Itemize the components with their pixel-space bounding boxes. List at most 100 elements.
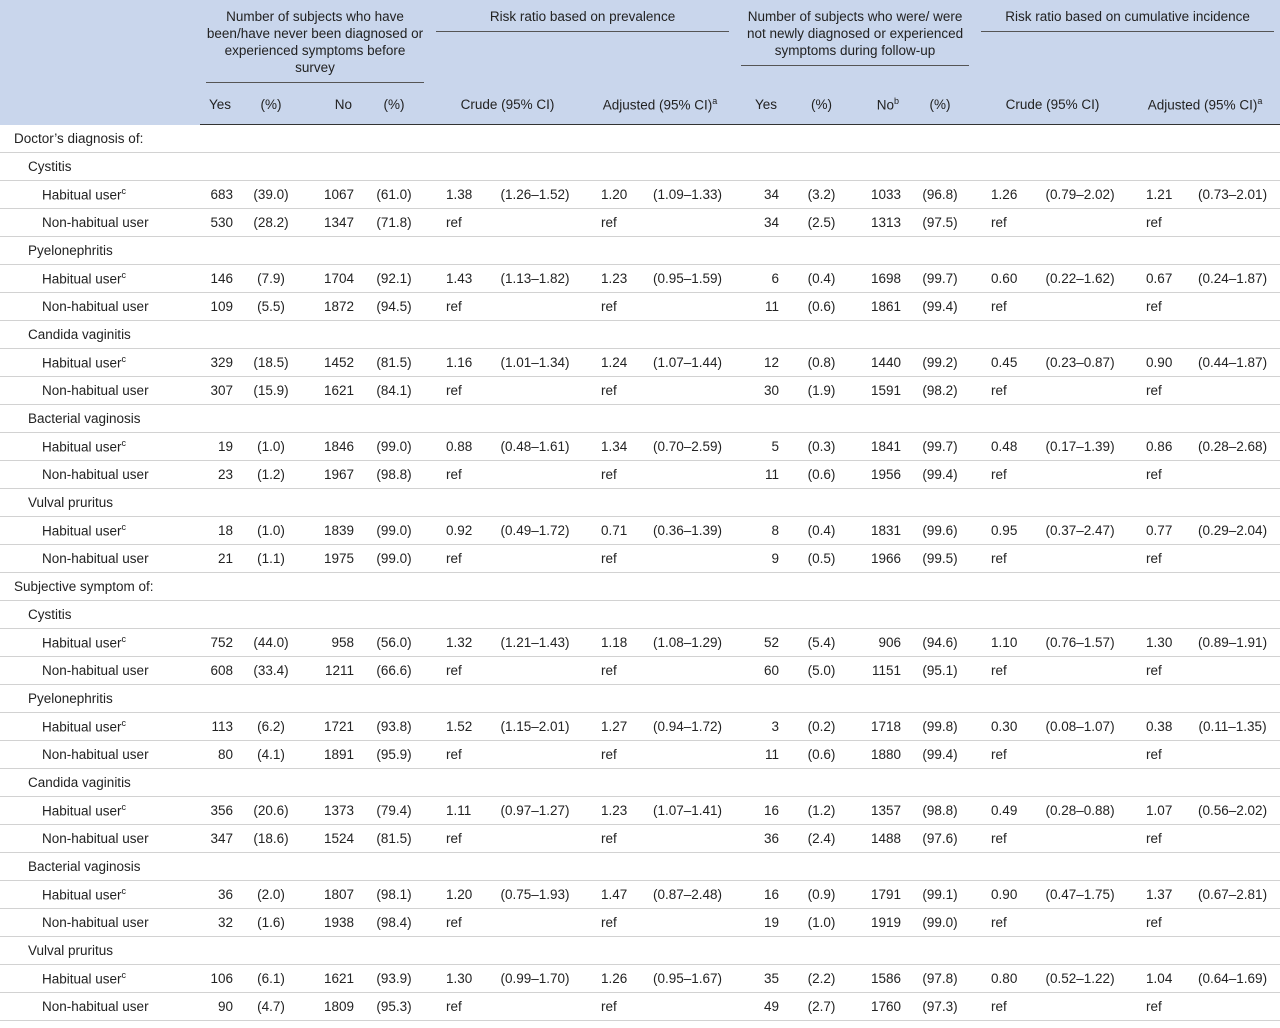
cell-value: 1760	[871, 999, 902, 1014]
data-cell: 0.38	[1130, 712, 1186, 741]
cell-value: 1.34	[601, 439, 628, 454]
row-label-cell: Habitual userc	[0, 712, 200, 741]
data-cell: ref	[1130, 992, 1186, 1021]
data-cell: 1967	[305, 460, 358, 489]
condition-row: Vulval pruritus	[0, 488, 1280, 517]
cell-value: (1.15–2.01)	[500, 719, 570, 734]
data-cell: (99.2)	[905, 348, 976, 377]
cell-value: 1.10	[991, 635, 1018, 650]
cell-value: 1.07	[1146, 803, 1173, 818]
data-cell: 0.30	[975, 712, 1031, 741]
cell-value: 1524	[323, 831, 354, 846]
data-cell: 1.26	[585, 964, 640, 993]
data-cell: (1.07–1.44)	[640, 348, 736, 377]
data-cell: (2.7)	[783, 992, 861, 1021]
data-cell: 307	[200, 376, 237, 405]
data-cell: ref	[1130, 544, 1186, 573]
cell-value: (0.99–1.70)	[500, 971, 570, 986]
data-cell: (2.0)	[237, 880, 305, 909]
data-cell: 1.24	[585, 348, 640, 377]
cell-value: (0.89–1.91)	[1198, 635, 1268, 650]
data-cell: 90	[200, 992, 237, 1021]
data-cell: ref	[430, 824, 485, 853]
data-cell	[1030, 544, 1131, 573]
cell-value: (1.0)	[257, 439, 285, 454]
cell-value: 1.23	[601, 271, 628, 286]
cell-value: 0.90	[1146, 355, 1173, 370]
footnote-mark: c	[121, 970, 127, 981]
data-row: Habitual userc 18 (1.0) 1839 (99.0) 0.92 (0.49…	[0, 516, 1280, 545]
data-cell: 1440	[860, 348, 906, 377]
data-cell: ref	[1130, 376, 1186, 405]
cell-value: 1586	[871, 971, 902, 986]
data-row: Non-habitual user 109 (5.5) 1872 (94.5) ref re…	[0, 292, 1280, 321]
cell-value: ref	[446, 551, 462, 566]
data-cell: (1.6)	[237, 908, 305, 937]
data-cell: (0.5)	[783, 544, 861, 573]
data-cell: 0.90	[975, 880, 1031, 909]
data-cell	[640, 824, 736, 853]
data-cell: 1718	[860, 712, 906, 741]
cell-value: 307	[210, 383, 233, 398]
condition-cell: Cystitis	[0, 600, 1280, 629]
data-cell: (0.29–2.04)	[1185, 516, 1280, 545]
cell-value: 8	[771, 523, 780, 538]
data-cell: ref	[975, 208, 1031, 237]
group-header: Risk ratio based on prevalence	[430, 0, 735, 84]
data-cell: (18.6)	[237, 824, 305, 853]
cell-value: 1966	[871, 551, 902, 566]
footnote-mark: c	[121, 186, 127, 197]
group-title: Risk ratio based on cumulative incidence	[981, 8, 1275, 32]
data-cell: ref	[430, 908, 485, 937]
data-row: Habitual userc 683 (39.0) 1067 (61.0) 1.38 (1.…	[0, 180, 1280, 209]
cell-value: 6	[771, 271, 780, 286]
cell-value: (1.01–1.34)	[500, 355, 570, 370]
data-cell: (1.09–1.33)	[640, 180, 736, 209]
data-cell: (0.48–1.61)	[485, 432, 585, 461]
data-cell: 1975	[305, 544, 358, 573]
row-label: Non-habitual user	[42, 215, 149, 230]
cell-value: 1846	[323, 439, 354, 454]
cell-value: 1.11	[446, 803, 472, 818]
data-cell	[485, 740, 585, 769]
cell-value: 5	[771, 439, 780, 454]
cell-value: (44.0)	[253, 635, 289, 650]
cell-value: 36	[764, 831, 780, 846]
data-cell: (81.5)	[358, 824, 430, 853]
cell-value: (0.29–2.04)	[1198, 523, 1268, 538]
condition-name: Pyelonephritis	[28, 691, 113, 706]
data-cell: (0.95–1.67)	[640, 964, 736, 993]
cell-value: (0.28–0.88)	[1045, 803, 1115, 818]
data-cell: ref	[430, 376, 485, 405]
cell-value: 1621	[323, 383, 354, 398]
cell-value: (1.2)	[257, 467, 285, 482]
cell-value: (97.6)	[922, 831, 958, 846]
cell-value: (98.8)	[922, 803, 958, 818]
condition-row: Cystitis	[0, 152, 1280, 181]
data-cell: (0.44–1.87)	[1185, 348, 1280, 377]
cell-value: 1.26	[991, 187, 1018, 202]
cell-value: 1.16	[446, 355, 473, 370]
cell-value: ref	[601, 999, 617, 1014]
data-row: Non-habitual user 530 (28.2) 1347 (71.8) ref r…	[0, 208, 1280, 237]
cell-value: (0.28–2.68)	[1198, 439, 1268, 454]
cell-value: 0.67	[1146, 271, 1173, 286]
data-row: Habitual userc 752 (44.0) 958 (56.0) 1.32 (1.2…	[0, 628, 1280, 657]
data-cell: 34	[735, 208, 784, 237]
data-cell: (95.9)	[358, 740, 430, 769]
column-label: Adjusted (95% CI)	[602, 97, 713, 113]
cell-value: 1891	[323, 747, 354, 762]
data-cell	[640, 992, 736, 1021]
data-cell: 1.47	[585, 880, 640, 909]
data-cell: (1.15–2.01)	[485, 712, 585, 741]
cell-value: (97.5)	[922, 215, 958, 230]
data-cell: 1807	[305, 880, 358, 909]
data-cell: ref	[975, 544, 1031, 573]
data-cell: 530	[200, 208, 237, 237]
cell-value: (98.1)	[376, 887, 412, 902]
data-cell	[640, 656, 736, 685]
cell-value: (20.6)	[253, 803, 289, 818]
condition-cell: Pyelonephritis	[0, 236, 1280, 265]
row-label: Non-habitual user	[42, 299, 149, 314]
cell-value: (96.8)	[922, 187, 958, 202]
